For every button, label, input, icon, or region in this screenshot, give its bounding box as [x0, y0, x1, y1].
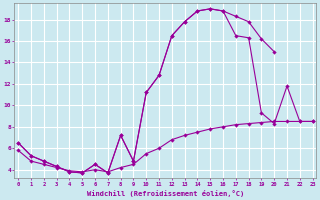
X-axis label: Windchill (Refroidissement éolien,°C): Windchill (Refroidissement éolien,°C) — [87, 190, 244, 197]
